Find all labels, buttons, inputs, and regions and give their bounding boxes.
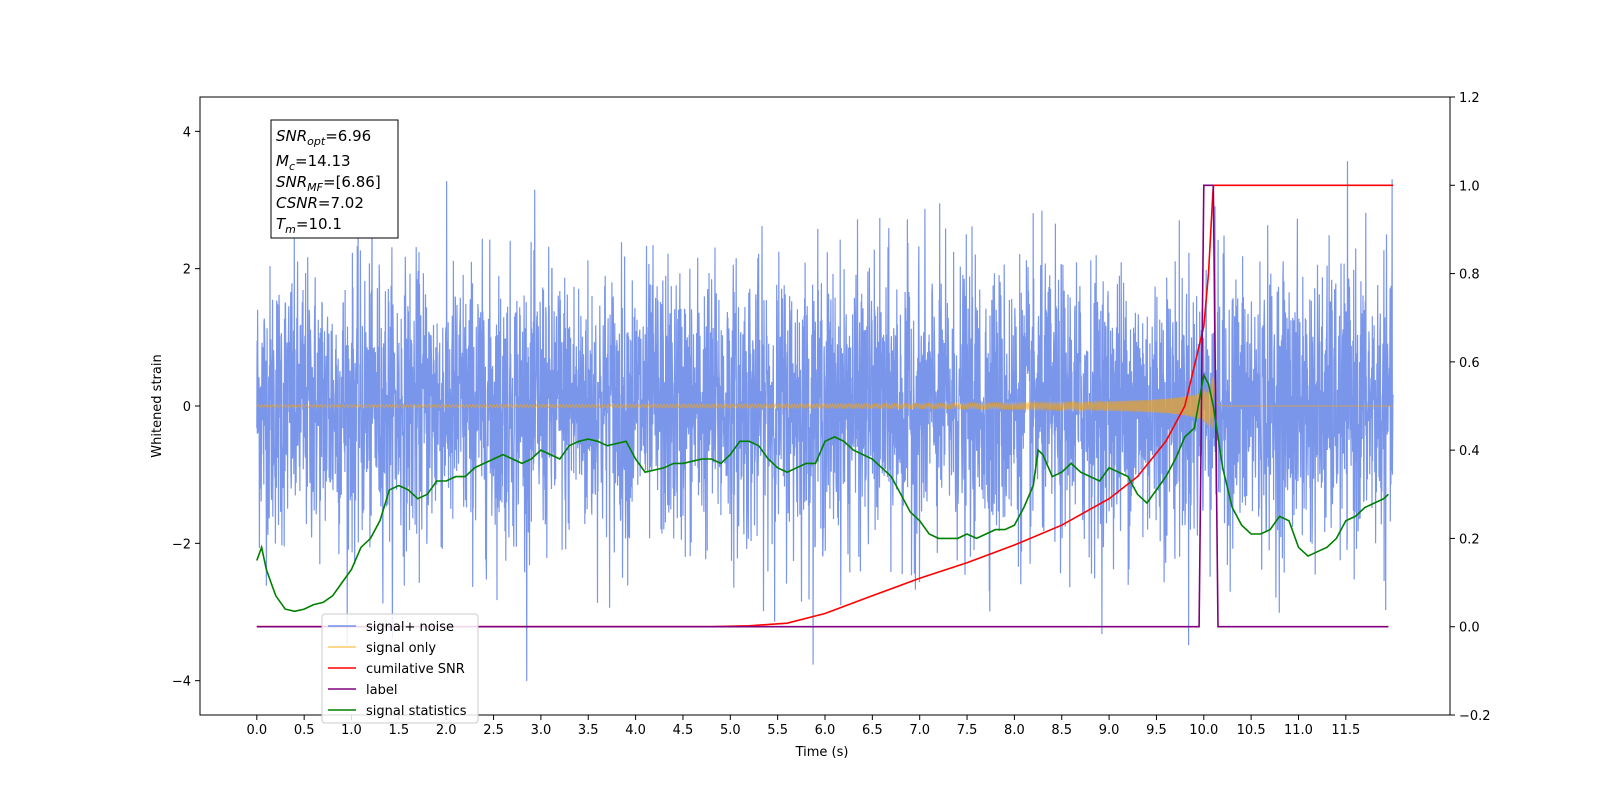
legend: signal+ noise signal only cumilative SNR… xyxy=(321,613,479,724)
axes-layer: 0.0 0.5 1.0 1.5 2.0 2.5 3.0 3.5 4.0 4.5 5.0 5.5 6.0 6… xyxy=(172,91,1491,738)
x-tick-label: 11.0 xyxy=(1284,723,1313,738)
stat-mc: Mc=14.13 xyxy=(276,152,351,173)
x-tick-label: 11.5 xyxy=(1331,723,1360,738)
x-tick-label: 2.5 xyxy=(483,723,504,738)
y-right-tick-label: 0.2 xyxy=(1459,532,1480,547)
x-tick-label: 0.0 xyxy=(246,723,267,738)
y-left-tick-label: 4 xyxy=(183,125,191,140)
legend-label-stats: signal statistics xyxy=(366,704,467,719)
y-right-tick-label: 1.2 xyxy=(1459,91,1480,106)
x-tick-label: 10.5 xyxy=(1237,723,1266,738)
x-tick-label: 5.5 xyxy=(767,723,788,738)
x-tick-label: 9.5 xyxy=(1146,723,1167,738)
x-tick-label: 1.5 xyxy=(389,723,410,738)
stat-snr-mf: SNRMF=[6.86] xyxy=(276,173,381,194)
x-axis-label: Time (s) xyxy=(795,745,849,760)
legend-label-signal: signal only xyxy=(366,641,436,656)
x-tick-label: 0.5 xyxy=(294,723,315,738)
stat-snr-opt: SNRopt=6.96 xyxy=(276,127,371,148)
y-left-tick-label: 0 xyxy=(183,400,191,415)
y-left-tick-label: 2 xyxy=(183,263,191,278)
y-right-tick-label: 0.6 xyxy=(1459,356,1480,371)
y-left-tick-label: −4 xyxy=(172,675,191,690)
stat-csnr: CSNR=7.02 xyxy=(276,194,364,212)
x-tick-label: 4.0 xyxy=(625,723,646,738)
x-tick-label: 4.5 xyxy=(673,723,694,738)
x-tick-label: 5.0 xyxy=(720,723,741,738)
stats-box: SNRopt=6.96 Mc=14.13 SNRMF=[6.86] CSNR=7… xyxy=(270,119,399,239)
x-tick-label: 9.0 xyxy=(1099,723,1120,738)
series-cumulative-snr xyxy=(256,184,1394,628)
stat-tm: Tm=10.1 xyxy=(276,215,342,236)
x-tick-label: 6.5 xyxy=(862,723,883,738)
y-right-tick-label: −0.2 xyxy=(1459,709,1491,724)
legend-frame xyxy=(321,613,479,724)
x-tick-label: 8.5 xyxy=(1051,723,1072,738)
x-tick-label: 2.0 xyxy=(436,723,457,738)
legend-label-label: label xyxy=(366,683,397,698)
y-right-tick-label: 0.0 xyxy=(1459,621,1480,636)
x-tick-label: 3.0 xyxy=(531,723,552,738)
y-left-tick-label: −2 xyxy=(172,537,191,552)
x-tick-label: 10.0 xyxy=(1189,723,1218,738)
y-right-tick-label: 1.0 xyxy=(1459,179,1480,194)
plot-layer xyxy=(256,161,1394,682)
x-tick-label: 1.0 xyxy=(341,723,362,738)
series-signal-statistics xyxy=(256,372,1389,613)
legend-label-csnr: cumilative SNR xyxy=(366,662,465,677)
x-tick-label: 7.5 xyxy=(957,723,978,738)
x-tick-label: 8.0 xyxy=(1004,723,1025,738)
legend-label-noise: signal+ noise xyxy=(366,620,454,635)
x-tick-label: 7.0 xyxy=(909,723,930,738)
x-tick-label: 3.5 xyxy=(578,723,599,738)
series-signal-only xyxy=(256,377,1394,429)
y-right-tick-label: 0.8 xyxy=(1459,268,1480,283)
x-tick-label: 6.0 xyxy=(815,723,836,738)
y-right-tick-label: 0.4 xyxy=(1459,444,1480,459)
y-axis-label: Whitened strain xyxy=(150,354,165,457)
stats-box-frame xyxy=(270,119,399,239)
series-label xyxy=(256,184,1389,628)
